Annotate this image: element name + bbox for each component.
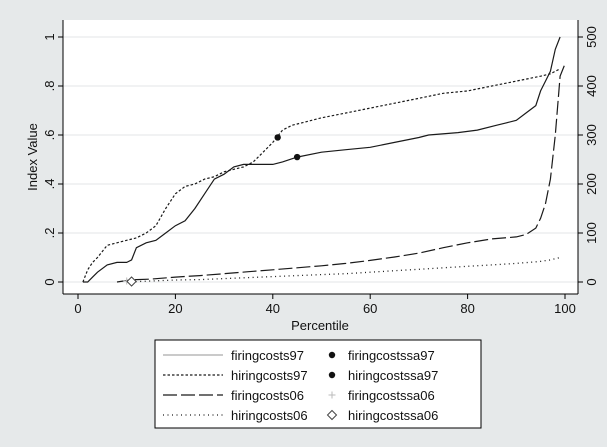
legend-swatch-hiringcostssa97 [328, 371, 336, 379]
x-tick-label: 40 [266, 301, 280, 316]
legend-label: hiringcosts97 [231, 368, 308, 383]
y-right-tick-label: 400 [584, 75, 599, 97]
legend-label: hiringcostssa06 [348, 408, 438, 423]
y-right-tick-label: 300 [584, 124, 599, 146]
marker-hiringcostssa97 [274, 134, 281, 141]
series-line-firingcosts97 [82, 36, 561, 283]
grid-lines [63, 36, 578, 283]
legend-label: firingcosts06 [231, 388, 304, 403]
x-tick-label: 80 [460, 301, 474, 316]
legend-swatch-firingcostssa97 [328, 351, 336, 359]
marker-hiringcostssa06 [126, 276, 137, 287]
marker-firingcostssa97 [293, 153, 301, 161]
x-axis-title: Percentile [291, 318, 349, 333]
legend-label: firingcostssa97 [348, 348, 435, 363]
legend-label: firingcostssa06 [348, 388, 435, 403]
legend-label: hiringcosts06 [231, 408, 308, 423]
legend-swatch-firingcostssa06 [328, 391, 336, 399]
y-tick-label: .6 [42, 130, 57, 141]
legend-label: hiringcostssa97 [348, 368, 438, 383]
legend: firingcosts97 firingcostssa97 hiringcosts9… [163, 348, 438, 423]
axis-ticks: 0 .2 .4 .6 .8 1 0 100 200 300 400 500 0 20 40 60 80 100 [42, 26, 599, 316]
plot-area [63, 20, 578, 294]
x-tick-label: 0 [74, 301, 81, 316]
series-line-hiringcosts06 [126, 256, 561, 283]
series-line-hiringcosts97 [82, 68, 561, 283]
marker-layer [123, 134, 301, 287]
series-line-firingcosts06 [116, 63, 566, 283]
y-tick-label: .8 [42, 81, 57, 92]
y-right-tick-label: 200 [584, 173, 599, 195]
y-axis-title: Index Value [25, 123, 40, 191]
y-right-tick-label: 0 [584, 278, 599, 285]
y-right-tick-label: 100 [584, 222, 599, 244]
legend-swatch-hiringcostssa06 [326, 409, 338, 421]
series-layer [82, 36, 566, 283]
y-tick-label: 0 [42, 278, 57, 285]
y-tick-label: 1 [42, 33, 57, 40]
legend-label: firingcosts97 [231, 348, 304, 363]
y-right-tick-label: 500 [584, 26, 599, 48]
y-tick-label: .2 [42, 228, 57, 239]
x-tick-label: 100 [554, 301, 576, 316]
x-tick-label: 20 [168, 301, 182, 316]
y-tick-label: .4 [42, 179, 57, 190]
x-tick-label: 60 [363, 301, 377, 316]
